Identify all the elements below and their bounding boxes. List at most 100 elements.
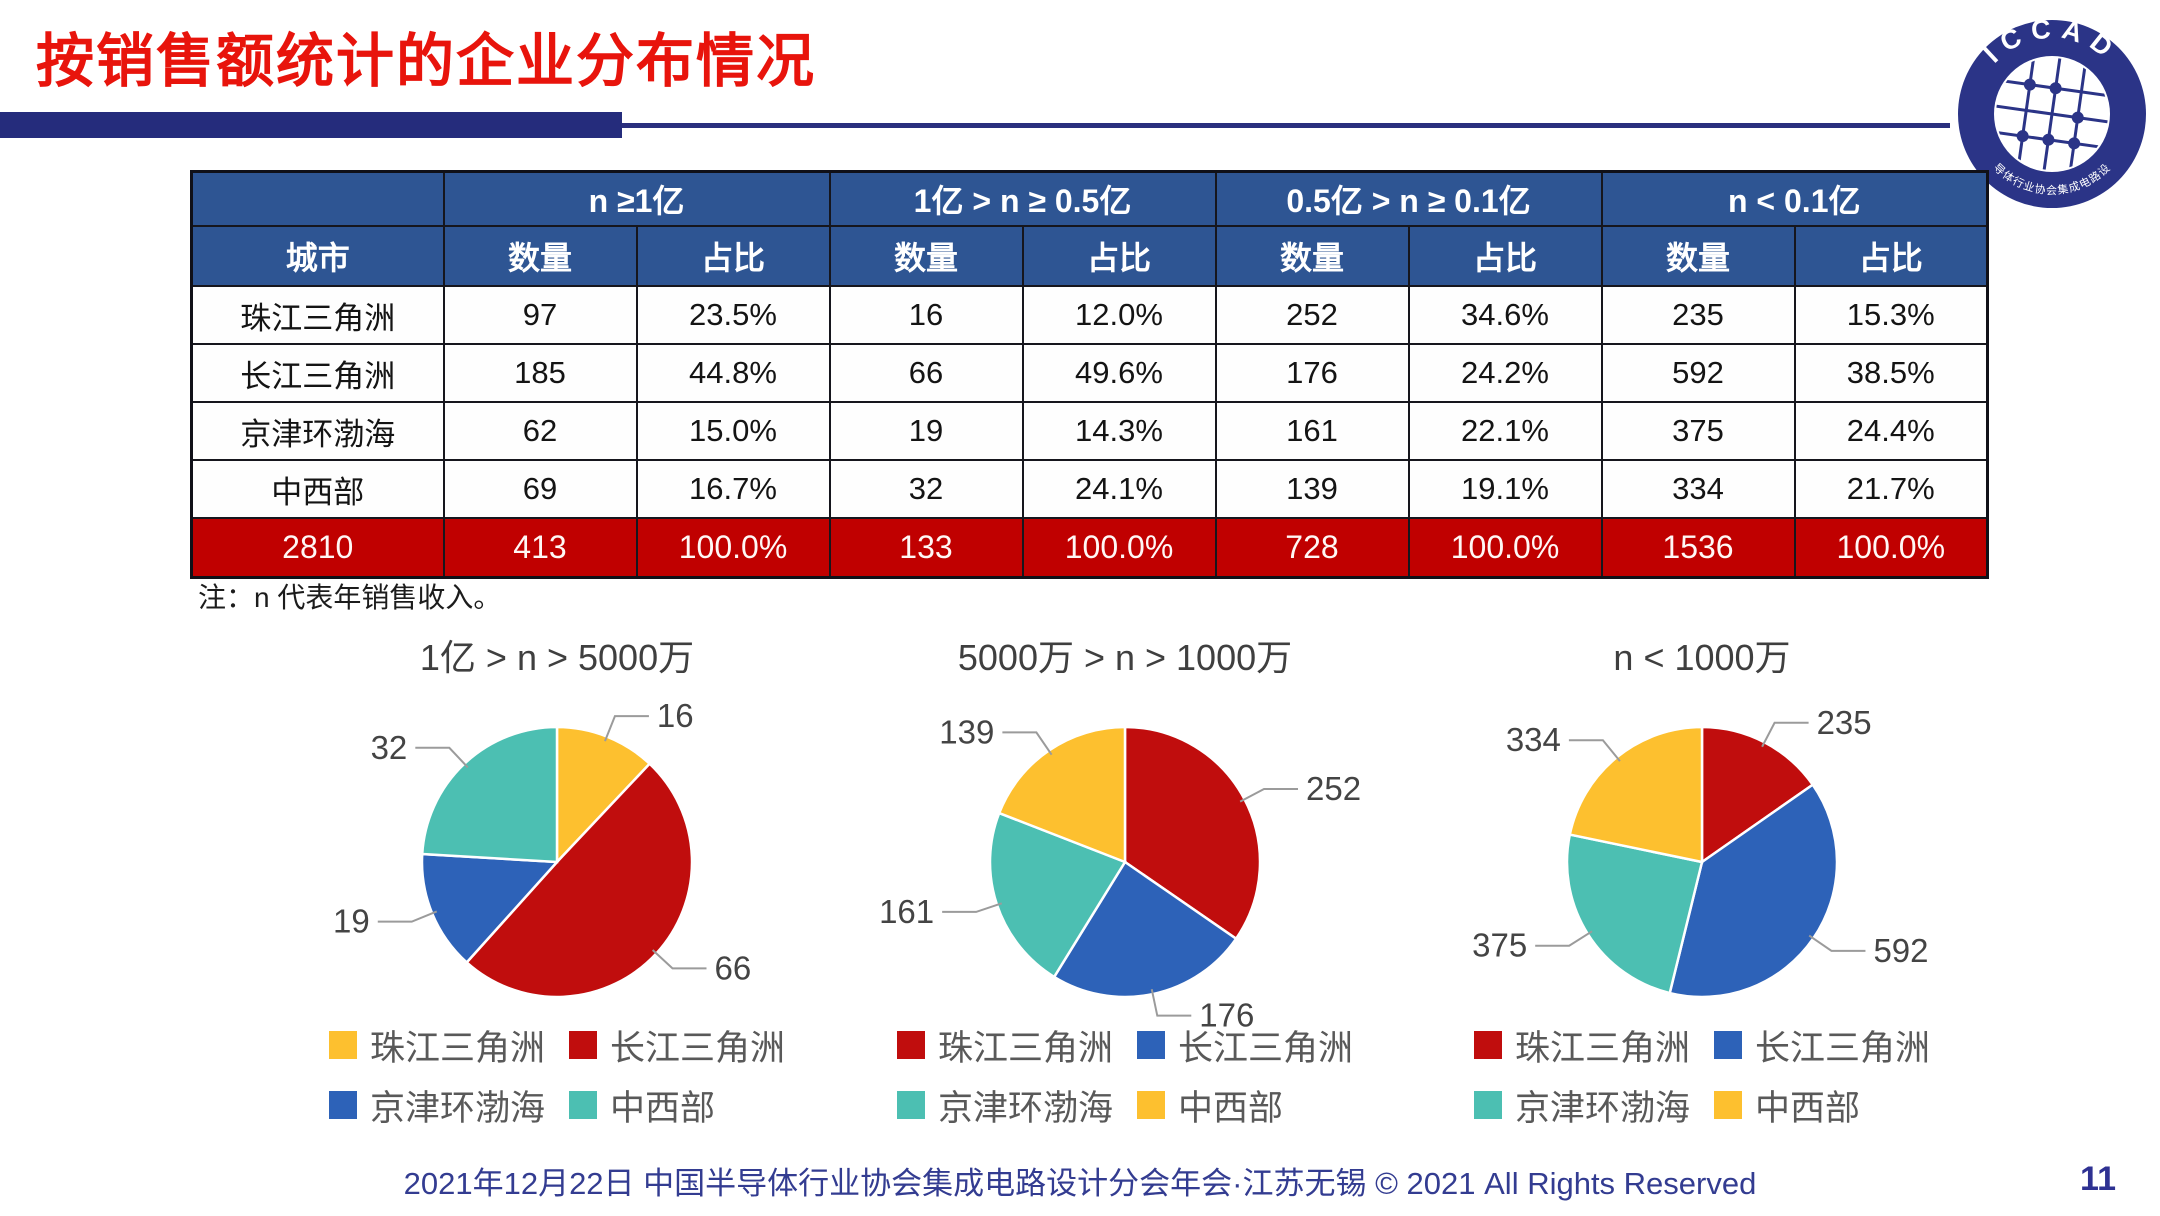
table-note: 注：n 代表年销售收入。 — [198, 582, 502, 613]
legend-item: 珠江三角洲 — [896, 1022, 1113, 1068]
value-cell: 139 — [1214, 459, 1410, 519]
value-cell: 66 — [828, 343, 1024, 403]
title-underline-thick — [0, 112, 622, 138]
pie-data-label: 375 — [1472, 927, 1527, 964]
pie-data-label: 252 — [1306, 770, 1361, 807]
value-cell: 592 — [1600, 343, 1796, 403]
legend-1: 珠江三角洲 长江三角洲 京津环渤海 中西部 — [267, 1022, 847, 1128]
value-cell: 334 — [1600, 459, 1796, 519]
legend-label: 长江三角洲 — [1178, 1028, 1354, 1068]
value-cell: 252 — [1214, 285, 1410, 345]
total-cell: 100.0% — [1793, 517, 1989, 579]
pie-svg-3: 235 592 375 334 — [1472, 704, 1929, 999]
value-cell: 16 — [828, 285, 1024, 345]
legend-swatch-icon — [896, 1031, 925, 1059]
group-header: 1亿 > n ≥ 0.5亿 — [828, 170, 1217, 227]
city-header-cell: 城市 — [190, 225, 445, 287]
value-cell: 49.6% — [1021, 343, 1217, 403]
sales-distribution-table: n ≥1亿 1亿 > n ≥ 0.5亿 0.5亿 > n ≥ 0.1亿 n < … — [190, 170, 1989, 579]
total-cell: 728 — [1214, 517, 1410, 579]
city-cell: 中西部 — [190, 459, 445, 519]
pie-label-leader-line — [1808, 934, 1866, 952]
pie-label-leader-line — [415, 746, 469, 769]
total-cell: 2810 — [190, 517, 445, 579]
sub-header-cell: 占比 — [635, 225, 831, 287]
pie-label-leader-line — [1761, 721, 1809, 748]
table-row: 长江三角洲 185 44.8% 66 49.6% 176 24.2% 592 3… — [190, 343, 1989, 403]
legend-label: 长江三角洲 — [610, 1028, 786, 1068]
pie-label-leader-line — [604, 715, 649, 742]
legend-swatch-icon — [1473, 1031, 1502, 1059]
pie-chart-title: n < 1000万 — [1613, 637, 1791, 678]
pie-label-leader-line — [1002, 731, 1053, 756]
pie-data-label: 235 — [1817, 704, 1872, 741]
legend-swatch-icon — [1137, 1031, 1165, 1059]
group-header: n < 0.1亿 — [1600, 170, 1989, 227]
pie-data-label: 139 — [939, 713, 994, 750]
legend-item: 珠江三角洲 — [328, 1022, 545, 1068]
pie-label-leader-line — [1535, 930, 1593, 947]
total-cell: 1536 — [1600, 517, 1796, 579]
value-cell: 23.5% — [635, 285, 831, 345]
sub-header-cell: 数量 — [1600, 225, 1796, 287]
table-total-row: 2810 413 100.0% 133 100.0% 728 100.0% 15… — [190, 517, 1989, 579]
legend-swatch-icon — [569, 1091, 597, 1119]
total-cell: 100.0% — [635, 517, 831, 579]
pie-svg-1: 16 66 19 32 — [333, 697, 751, 999]
pie-chart-block-2: 5000万 > n > 1000万 252 176 161 139 珠江三角洲 长江三角… — [835, 628, 1415, 1128]
pie-label-leader-line — [377, 910, 438, 923]
legend-item: 长江三角洲 — [1714, 1022, 1930, 1068]
legend-label: 长江三角洲 — [1755, 1028, 1931, 1068]
group-header: n ≥1亿 — [442, 170, 831, 227]
legend-item: 珠江三角洲 — [1473, 1022, 1690, 1068]
value-cell: 24.1% — [1021, 459, 1217, 519]
value-cell: 15.0% — [635, 401, 831, 461]
legend-label: 京津环渤海 — [1514, 1088, 1690, 1128]
value-cell: 14.3% — [1021, 401, 1217, 461]
page-number: 11 — [2080, 1160, 2116, 1198]
value-cell: 24.2% — [1407, 343, 1603, 403]
legend-swatch-icon — [896, 1091, 925, 1119]
legend-item: 京津环渤海 — [1473, 1082, 1690, 1128]
pie-label-leader-line — [1150, 989, 1192, 1017]
pie-label-leader-line — [651, 949, 707, 970]
sub-header-cell: 占比 — [1021, 225, 1217, 287]
legend-swatch-icon — [1714, 1031, 1742, 1059]
total-cell: 100.0% — [1407, 517, 1603, 579]
value-cell: 62 — [442, 401, 638, 461]
sub-header-cell: 占比 — [1407, 225, 1603, 287]
legend-item: 中西部 — [569, 1082, 785, 1128]
legend-label: 京津环渤海 — [937, 1088, 1113, 1128]
pie-data-label: 32 — [371, 729, 408, 766]
sub-header-cell: 数量 — [828, 225, 1024, 287]
city-cell: 珠江三角洲 — [190, 285, 445, 345]
title-underline-thin — [622, 123, 1950, 128]
pie-data-label: 16 — [657, 697, 694, 734]
pie-chart-block-3: n < 1000万 235 592 375 334 珠江三角洲 长江三角洲京津环渤海 中西… — [1412, 628, 1992, 1128]
value-cell: 69 — [442, 459, 638, 519]
sub-header-cell: 数量 — [1214, 225, 1410, 287]
legend-label: 中西部 — [1178, 1088, 1284, 1128]
value-cell: 38.5% — [1793, 343, 1989, 403]
group-header: 0.5亿 > n ≥ 0.1亿 — [1214, 170, 1603, 227]
legend-label: 中西部 — [1755, 1088, 1861, 1128]
value-cell: 12.0% — [1021, 285, 1217, 345]
city-cell: 长江三角洲 — [190, 343, 445, 403]
legend-item: 京津环渤海 — [896, 1082, 1113, 1128]
pie-data-label: 176 — [1199, 997, 1254, 1034]
value-cell: 16.7% — [635, 459, 831, 519]
legend-swatch-icon — [1137, 1091, 1165, 1119]
value-cell: 97 — [442, 285, 638, 345]
pie-label-leader-line — [1568, 739, 1621, 762]
value-cell: 161 — [1214, 401, 1410, 461]
value-cell: 235 — [1600, 285, 1796, 345]
sub-header-cell: 占比 — [1793, 225, 1989, 287]
iccad-logo: ICCAD 中国半导体行业协会集成电路设计分会 — [1956, 14, 2146, 208]
legend-label: 珠江三角洲 — [1514, 1028, 1690, 1068]
value-cell: 44.8% — [635, 343, 831, 403]
value-cell: 22.1% — [1407, 401, 1603, 461]
total-cell: 133 — [828, 517, 1024, 579]
legend-swatch-icon — [1714, 1091, 1742, 1119]
legend-item: 中西部 — [1137, 1082, 1353, 1128]
